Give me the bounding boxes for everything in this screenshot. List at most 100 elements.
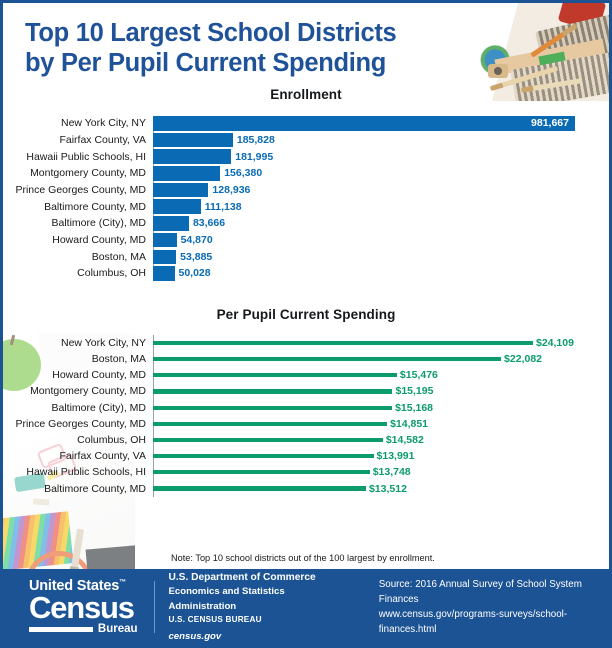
chart-title: Per Pupil Current Spending — [216, 306, 396, 322]
bar — [153, 470, 370, 475]
logo-bureau-word: Bureau — [97, 622, 138, 635]
bar-category-label: Prince Georges County, MD — [15, 184, 146, 197]
bar-row: Boston, MA 53,885 — [92, 249, 609, 265]
bar-row: Hawaii Public Schools, HI 181,995 — [26, 149, 609, 164]
bar — [153, 132, 233, 148]
bar — [153, 340, 533, 345]
bar-row: Montgomery County, MD $15,195 — [30, 383, 609, 399]
bar-category-label: Howard County, MD — [52, 369, 146, 382]
bar — [153, 421, 388, 426]
bar — [153, 249, 177, 265]
bar — [153, 486, 366, 491]
bar-category-label: Baltimore (City), MD — [51, 217, 146, 230]
bar — [153, 216, 189, 231]
chart-spending: Per Pupil Current Spending New York City… — [3, 307, 609, 497]
bar — [153, 199, 201, 215]
bar-value-label: $15,168 — [395, 401, 434, 414]
bar-category-label: Montgomery County, MD — [30, 385, 146, 398]
bar-value-label: 50,028 — [178, 267, 211, 280]
bar-category-label: Columbus, OH — [77, 267, 146, 280]
bar — [153, 405, 393, 410]
bar — [153, 232, 177, 248]
bar-value-label: 54,870 — [180, 234, 213, 247]
logo-united-states: United States™ — [29, 579, 138, 594]
bar-value-label: $22,082 — [504, 353, 543, 366]
bar-value-label: 981,667 — [531, 117, 569, 130]
bar-value-label: 53,885 — [180, 250, 213, 263]
bar-category-label: Baltimore County, MD — [44, 200, 146, 213]
bar-row: Montgomery County, MD 156,380 — [30, 166, 609, 181]
title-line-2: by Per Pupil Current Spending — [25, 48, 387, 77]
bar-row: Baltimore County, MD 111,138 — [44, 199, 609, 215]
bar-value-label: 181,995 — [235, 150, 274, 163]
logo-rule: Bureau — [29, 622, 138, 636]
paint-brush-icon — [67, 528, 85, 573]
source-line-1: Source: 2016 Annual Survey of School Sys… — [378, 578, 582, 605]
department-block: U.S. Department of Commerce Economics an… — [168, 570, 342, 645]
bar-value-label: 111,138 — [204, 200, 242, 213]
bar-row: Prince Georges County, MD $14,851 — [15, 416, 609, 432]
chart-title: Enrollment — [270, 87, 342, 102]
bar-category-label: Boston, MA — [91, 353, 146, 366]
bar-value-label: $14,851 — [390, 417, 429, 430]
bar — [153, 266, 175, 281]
bar-value-label: $24,109 — [536, 336, 574, 349]
bar-row: Baltimore County, MD $13,512 — [44, 480, 609, 496]
bar-category-label: Hawaii Public Schools, HI — [26, 466, 146, 479]
bar-category-label: Fairfax County, VA — [59, 133, 146, 146]
source-line-2[interactable]: www.census.gov/programs-surveys/school-f… — [378, 609, 568, 636]
chart-note: Note: Top 10 school districts out of the… — [171, 553, 435, 563]
bar-value-label: $15,195 — [395, 385, 434, 398]
bar-value-label: $13,512 — [368, 482, 407, 495]
bar-row: Baltimore (City), MD $15,168 — [51, 400, 609, 416]
bar-row: New York City, NY $24,109 — [61, 335, 609, 351]
bar — [153, 149, 232, 164]
bar-category-label: Montgomery County, MD — [30, 167, 146, 180]
bar — [153, 437, 383, 443]
footer-divider — [153, 581, 155, 633]
chalk-icon — [32, 498, 50, 506]
logo-us-text: United States — [29, 577, 120, 594]
chart-plot-area: New York City, NY 981,667 Fairfax County, … — [3, 116, 609, 281]
title-line-1: Top 10 Largest School Districts — [25, 19, 397, 47]
department-line-2: Economics and Statistics Administration — [168, 586, 285, 612]
bar-category-label: Howard County, MD — [52, 234, 146, 247]
bar — [153, 356, 502, 362]
source-block: Source: 2016 Annual Survey of School Sys… — [379, 577, 609, 638]
bar-value-label: 128,936 — [212, 184, 251, 197]
bar: 981,667 — [153, 116, 575, 131]
bar — [153, 389, 393, 394]
bar-value-label: $13,748 — [372, 466, 411, 479]
census-logo: United States™ Census Bureau — [3, 579, 138, 635]
bar-row: Boston, MA $22,082 — [92, 351, 609, 367]
bar-category-label: Boston, MA — [91, 250, 146, 263]
bar-value-label: $14,582 — [385, 434, 424, 446]
crayons-icon — [3, 511, 74, 571]
bar-row: Howard County, MD 54,870 — [52, 232, 609, 248]
bar-row: Columbus, OH 50,028 — [77, 266, 609, 281]
poster-header: Top 10 Largest School Districts by Per P… — [3, 3, 609, 77]
bar — [153, 454, 374, 459]
bar-value-label: $15,476 — [399, 369, 438, 382]
bar-category-label: New York City, NY — [61, 117, 146, 130]
bar-category-label: Baltimore (City), MD — [51, 401, 146, 414]
logo-census-word: Census — [29, 590, 135, 626]
bar-row: Fairfax County, VA $13,991 — [59, 448, 609, 464]
bar-row: New York City, NY 981,667 — [61, 116, 609, 131]
page-title: Top 10 Largest School Districts by Per P… — [25, 19, 609, 79]
bar-category-label: New York City, NY — [61, 336, 146, 349]
bar-category-label: Hawaii Public Schools, HI — [26, 150, 146, 163]
bar — [153, 166, 221, 181]
bar-row: Baltimore (City), MD 83,666 — [51, 216, 609, 231]
bar-row: Columbus, OH $14,582 — [77, 432, 609, 448]
bar — [153, 373, 397, 378]
census-gov-link[interactable]: census.gov — [168, 630, 222, 642]
bar — [153, 182, 209, 198]
bar-category-label: Baltimore County, MD — [44, 482, 146, 495]
logo-bar — [29, 626, 93, 632]
bar-category-label: Columbus, OH — [77, 434, 146, 446]
bar-value-label: 185,828 — [236, 133, 275, 146]
bar-category-label: Fairfax County, VA — [59, 450, 146, 463]
trademark-icon: ™ — [119, 578, 126, 586]
